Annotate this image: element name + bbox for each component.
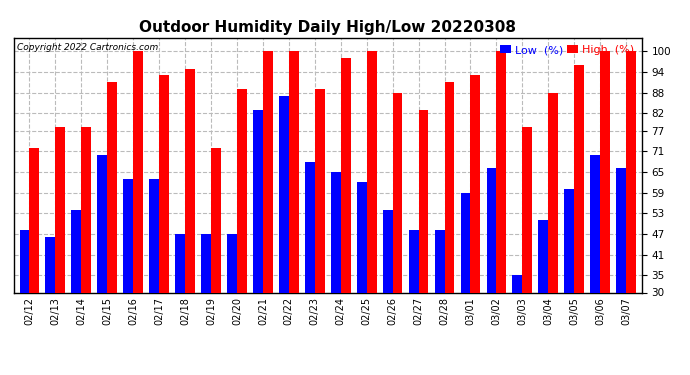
Bar bbox=[331, 172, 341, 292]
Bar bbox=[107, 82, 117, 292]
Bar bbox=[564, 189, 574, 292]
Bar bbox=[227, 234, 237, 292]
Bar bbox=[600, 51, 610, 292]
Bar bbox=[471, 75, 480, 292]
Bar bbox=[201, 234, 211, 292]
Bar bbox=[237, 89, 247, 292]
Bar bbox=[30, 148, 39, 292]
Bar bbox=[626, 51, 636, 292]
Bar bbox=[461, 193, 471, 292]
Bar bbox=[133, 51, 143, 292]
Bar bbox=[522, 127, 532, 292]
Bar bbox=[549, 93, 558, 292]
Title: Outdoor Humidity Daily High/Low 20220308: Outdoor Humidity Daily High/Low 20220308 bbox=[139, 20, 516, 35]
Text: Copyright 2022 Cartronics.com: Copyright 2022 Cartronics.com bbox=[17, 43, 158, 52]
Bar bbox=[419, 110, 428, 292]
Bar bbox=[538, 220, 549, 292]
Bar bbox=[315, 89, 324, 292]
Bar bbox=[175, 234, 185, 292]
Bar bbox=[185, 69, 195, 292]
Bar bbox=[366, 51, 377, 292]
Bar bbox=[97, 154, 107, 292]
Legend: Low  (%), High  (%): Low (%), High (%) bbox=[498, 43, 636, 57]
Bar bbox=[383, 210, 393, 292]
Bar bbox=[341, 58, 351, 292]
Bar bbox=[81, 127, 91, 292]
Bar bbox=[159, 75, 169, 292]
Bar bbox=[71, 210, 81, 292]
Bar bbox=[591, 154, 600, 292]
Bar bbox=[46, 237, 55, 292]
Bar bbox=[435, 231, 444, 292]
Bar bbox=[357, 182, 366, 292]
Bar bbox=[149, 179, 159, 292]
Bar bbox=[19, 231, 30, 292]
Bar bbox=[55, 127, 65, 292]
Bar bbox=[279, 96, 289, 292]
Bar bbox=[408, 231, 419, 292]
Bar bbox=[486, 168, 496, 292]
Bar bbox=[124, 179, 133, 292]
Bar bbox=[513, 275, 522, 292]
Bar bbox=[574, 65, 584, 292]
Bar bbox=[211, 148, 221, 292]
Bar bbox=[263, 51, 273, 292]
Bar bbox=[253, 110, 263, 292]
Bar bbox=[289, 51, 299, 292]
Bar bbox=[444, 82, 455, 292]
Bar bbox=[496, 51, 506, 292]
Bar bbox=[305, 162, 315, 292]
Bar bbox=[616, 168, 626, 292]
Bar bbox=[393, 93, 402, 292]
